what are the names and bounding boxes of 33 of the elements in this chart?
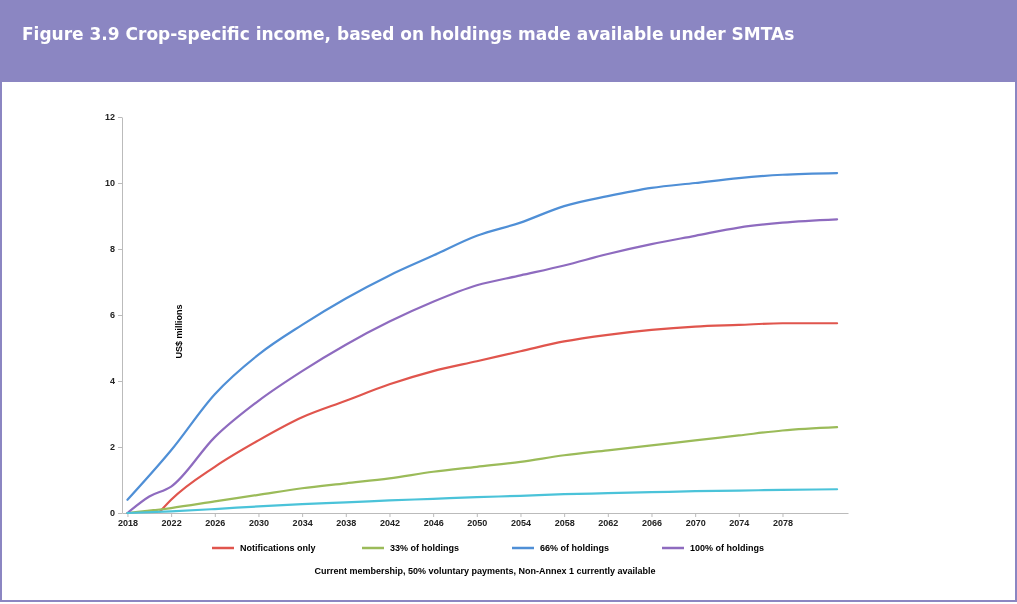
- chart-title: Figure 3.9 Crop-specific income, based on holdings made available under SMTAs: [21, 23, 796, 44]
- x-tick-label: 2078: [772, 518, 794, 529]
- y-tick-label: 10: [104, 178, 115, 189]
- x-tick-label: 2022: [161, 518, 182, 529]
- line-series: [126, 172, 839, 501]
- x-tick-label: 2030: [248, 518, 269, 529]
- legend-label: 33% of holdings: [390, 543, 460, 553]
- line-series: [126, 218, 839, 515]
- legend-label: 100% of holdings: [690, 543, 765, 553]
- x-tick-label: 2066: [641, 518, 662, 529]
- y-tick-label: 4: [109, 376, 115, 387]
- x-tick-label: 2038: [336, 518, 357, 529]
- x-tick-label: 2042: [379, 518, 400, 529]
- y-tick-label: 12: [104, 112, 115, 123]
- legend-label: 66% of holdings: [540, 543, 610, 553]
- x-tick-label: 2018: [117, 518, 138, 529]
- y-tick-label: 8: [109, 244, 115, 255]
- x-tick-label: 2074: [729, 518, 750, 529]
- y-tick-label: 6: [109, 310, 115, 321]
- x-tick-label: 2062: [598, 518, 619, 529]
- x-tick-label: 2070: [685, 518, 706, 529]
- x-tick-label: 2050: [467, 518, 488, 529]
- y-tick-label: 0: [109, 508, 115, 519]
- x-tick-label: 2034: [292, 518, 313, 529]
- y-tick-label: 2: [109, 442, 115, 453]
- x-tick-label: 2054: [510, 518, 531, 529]
- line-series: [126, 488, 839, 515]
- y-axis-title: US$ millions: [174, 304, 184, 359]
- x-tick-label: 2046: [423, 518, 444, 529]
- x-tick-label: 2026: [205, 518, 226, 529]
- legend-label: Notifications only: [240, 543, 316, 553]
- x-tick-label: 2058: [554, 518, 575, 529]
- text: Current membership, 50% voluntary payments, Non-Annex 1 currently available: [314, 566, 656, 576]
